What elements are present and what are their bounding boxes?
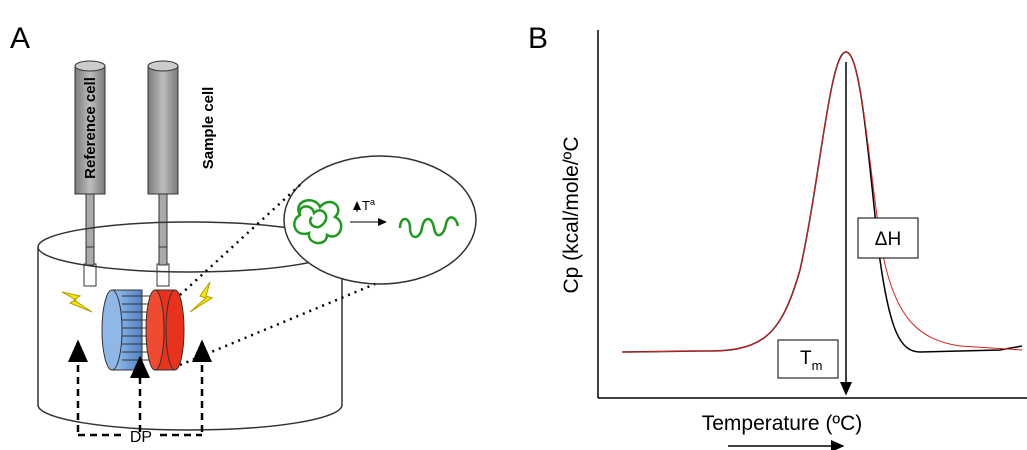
reference-cell-label: Reference cell	[82, 77, 99, 179]
lightning	[61, 291, 93, 313]
axes	[597, 30, 1027, 399]
delta-h-box	[857, 217, 919, 259]
zoom-lines	[179, 184, 376, 367]
heat-label: Ta	[362, 197, 375, 213]
t: T	[800, 348, 812, 369]
sample-cell-label: Sample cell	[200, 87, 217, 170]
dp-circuit	[68, 339, 212, 437]
cells	[101, 289, 185, 371]
sub: m	[812, 358, 823, 373]
dp-label: DP	[130, 429, 152, 446]
lightning	[189, 281, 214, 313]
y-axis-label: Cp (kcal/mole/ºC	[560, 136, 583, 293]
thermogram-fit	[621, 51, 1023, 353]
thermogram-measured	[621, 51, 1023, 353]
calorimeter	[37, 221, 343, 431]
tm-label: Tm	[800, 348, 822, 373]
unfolded-protein	[398, 216, 460, 239]
delta-h-label: ΔH	[875, 229, 901, 250]
panel-label: B	[528, 22, 548, 55]
tm-box	[777, 339, 839, 379]
panel-label: A	[10, 22, 30, 55]
x-axis-label: Temperature (ºC)	[702, 412, 863, 435]
reference-rod	[74, 60, 106, 287]
t: T	[362, 198, 370, 213]
sample-rod	[147, 60, 179, 287]
sup: a	[370, 197, 375, 207]
folded-protein	[293, 199, 343, 245]
